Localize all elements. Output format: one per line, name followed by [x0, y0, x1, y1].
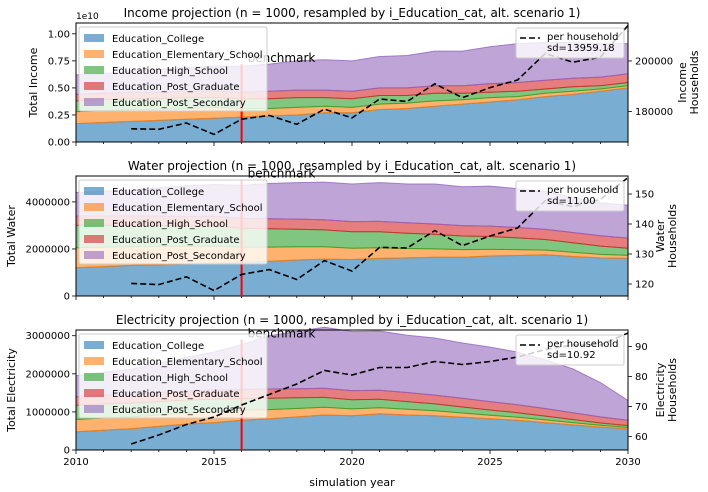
secondary-legend: per household sd=10.92: [515, 334, 625, 366]
x-tick-label: 2010: [63, 457, 88, 468]
y-axis-label: Total Water: [5, 205, 18, 268]
legend-entry: Education_Elementary_School: [112, 357, 263, 368]
x-tick-label: 2030: [615, 457, 640, 468]
y-tick-label: 1.00: [48, 29, 70, 40]
legend-swatch: [84, 235, 104, 243]
legend-entry: Education_College: [112, 187, 204, 198]
y2-tick-label: 200000: [635, 56, 673, 67]
legend-entry: Education_Post_Secondary: [112, 98, 246, 109]
y-tick-label: 0: [64, 292, 70, 303]
secondary-legend-entry: per household sd=10.92: [547, 339, 619, 361]
y-tick-label: 2000000: [25, 244, 70, 255]
y-tick-label: 0: [64, 446, 70, 457]
legend-entry: Education_College: [112, 341, 204, 352]
legend-swatch: [84, 50, 104, 58]
y2-axis-label: WaterHouseholds: [654, 204, 679, 268]
legend: Education_College Education_Elementary_Sc…: [78, 26, 268, 112]
y-tick-label: 0.25: [48, 110, 70, 121]
legend-swatch: [84, 34, 104, 42]
legend-swatch: [84, 389, 104, 397]
secondary-legend-entry: per household sd=11.00: [547, 185, 619, 207]
y-offset-label: 1e10: [76, 12, 99, 22]
y-tick-label: 4000000: [25, 197, 70, 208]
legend-swatch: [84, 373, 104, 381]
y-tick-label: 0.00: [48, 138, 70, 149]
chart-title: Income projection (n = 1000, resampled b…: [124, 6, 581, 20]
x-tick-label: 2025: [477, 457, 502, 468]
chart-title: Water projection (n = 1000, resampled by…: [128, 159, 576, 173]
y2-tick-label: 130: [635, 250, 654, 261]
secondary-legend: per household sd=13959.18: [515, 27, 625, 59]
legend-entry: Education_Post_Secondary: [112, 251, 246, 262]
legend-entry: Education_Post_Secondary: [112, 405, 246, 416]
legend-swatch: [84, 219, 104, 227]
x-tick-label: 2015: [201, 457, 226, 468]
legend-entry: Education_Post_Graduate: [112, 82, 240, 93]
legend-entry: Education_High_School: [112, 373, 228, 384]
y2-tick-label: 70: [635, 402, 648, 413]
panel-electricity: 2010 2015 2020 2025 2030 0 1000000 2000000 30000…: [5, 313, 679, 468]
y2-axis-label: IncomeHouseholds: [676, 50, 701, 114]
per-household-line: [130, 332, 629, 445]
legend-entry: Education_High_School: [112, 66, 228, 77]
y-tick-label: 1000000: [25, 407, 70, 418]
y-tick-label: 2000000: [25, 369, 70, 380]
x-tick-label: 2020: [339, 457, 364, 468]
legend-entry: Education_Elementary_School: [112, 203, 263, 214]
legend-entry: Education_High_School: [112, 219, 228, 230]
legend-entry: Education_Post_Graduate: [112, 389, 240, 400]
y-tick-label: 0.50: [48, 83, 70, 94]
legend-swatch: [84, 66, 104, 74]
y-axis-label: Total Electricity: [5, 348, 18, 433]
y2-tick-label: 140: [635, 220, 654, 231]
legend-box: [78, 333, 268, 419]
y2-tick-label: 180000: [635, 107, 673, 118]
legend-swatch: [84, 341, 104, 349]
legend-swatch: [84, 251, 104, 259]
legend: Education_College Education_Elementary_Sc…: [78, 333, 268, 419]
chart-title: Electricity projection (n = 1000, resamp…: [116, 313, 588, 327]
secondary-legend-box: [515, 334, 625, 366]
secondary-legend-entry: per household sd=13959.18: [547, 32, 619, 54]
benchmark-label: benchmark: [248, 167, 316, 181]
legend-swatch: [84, 357, 104, 365]
legend-swatch: [84, 98, 104, 106]
legend-box: [78, 179, 268, 265]
panel-income: 0.00 0.25 0.50 0.75 1.00 1e10 Total Income Inco…: [27, 6, 701, 149]
legend-box: [78, 26, 268, 112]
legend-swatch: [84, 405, 104, 413]
y-tick-label: 3000000: [25, 331, 70, 342]
legend-swatch: [84, 82, 104, 90]
legend-swatch: [84, 203, 104, 211]
y-axis-label: Total Income: [27, 47, 40, 118]
panel-water: 0 2000000 4000000 Total Water Water projecti…: [5, 159, 679, 303]
y2-tick-label: 60: [635, 432, 648, 443]
y2-tick-label: 90: [635, 342, 648, 353]
legend: Education_College Education_Elementary_Sc…: [78, 179, 268, 265]
y2-tick-label: 80: [635, 372, 648, 383]
legend-entry: Education_Elementary_School: [112, 50, 263, 61]
x-axis-label: simulation year: [309, 476, 395, 489]
legend-entry: Education_Post_Graduate: [112, 235, 240, 246]
y2-tick-label: 120: [635, 280, 654, 291]
y-tick-label: 0.75: [48, 56, 70, 67]
y2-tick-label: 150: [635, 190, 654, 201]
secondary-legend: per household sd=11.00: [515, 180, 625, 212]
legend-swatch: [84, 187, 104, 195]
secondary-legend-box: [515, 27, 625, 59]
y2-axis-label: ElectricityHouseholds: [654, 358, 679, 422]
legend-entry: Education_College: [112, 34, 204, 45]
secondary-legend-box: [515, 180, 625, 212]
